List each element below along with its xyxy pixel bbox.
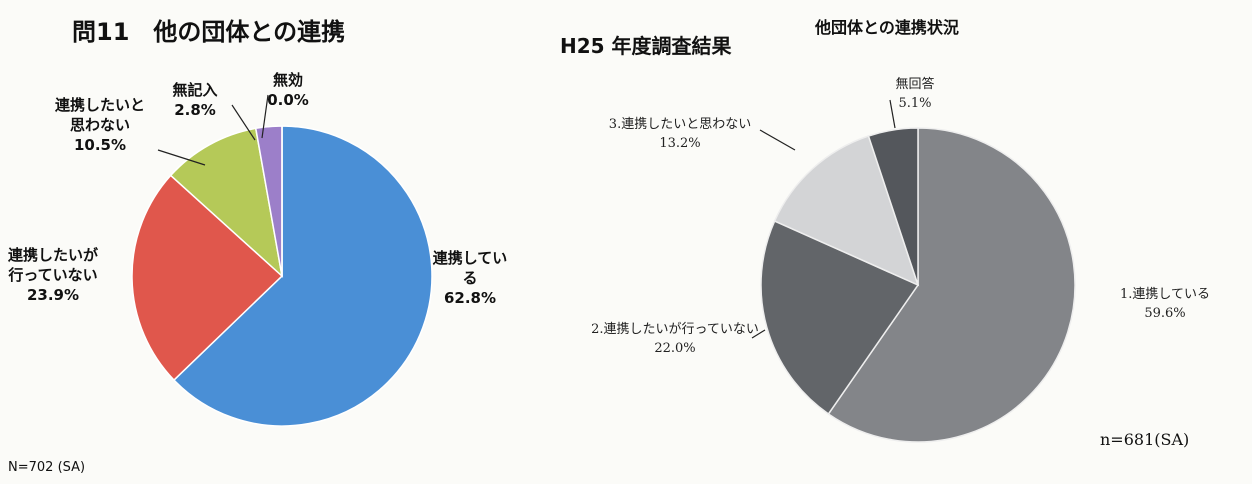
value-label: 2.8% (174, 101, 216, 119)
value-label: 10.5% (73, 136, 127, 154)
value-label: 13.2% (659, 136, 701, 151)
slice-label: 連携したいと思わない 10.5% (50, 95, 150, 155)
leader (157, 149, 206, 166)
leader (751, 329, 766, 339)
category-label: 無回答 (895, 77, 935, 92)
title: H25 年度調査結果 (560, 34, 732, 58)
slice-label: 連携している 62.8% (430, 248, 510, 308)
value-label: 5.1% (898, 96, 932, 111)
leader (261, 94, 269, 139)
leader (231, 104, 256, 141)
category-label: 無効 (272, 71, 303, 89)
category-label: 連携したいが行っていない (8, 246, 99, 284)
note: n=681(SA) (1100, 430, 1190, 449)
value-label: 59.6% (1144, 306, 1186, 321)
category-label: 1.連携している (1119, 287, 1210, 302)
pie-slice (827, 127, 1076, 443)
title: 問11 他の団体との連携 (72, 18, 346, 46)
pie-slice (172, 125, 433, 427)
category-label: 連携している (432, 249, 508, 287)
pie-left (131, 125, 433, 427)
slice-label: 2.連携したいが行っていない 22.0% (590, 320, 760, 358)
subtitle: 他団体との連携状況 (815, 18, 959, 37)
value-label: 0.0% (267, 91, 309, 109)
category-label: 無記入 (172, 81, 218, 99)
slice-label: 3.連携したいと思わない 13.2% (595, 115, 765, 153)
pie-slice (169, 127, 284, 279)
slice-label: 無回答 5.1% (840, 75, 990, 113)
pie-slice (867, 127, 919, 286)
slice-label: 連携したいが行っていない 23.9% (8, 245, 98, 305)
slice-label: 無記入 2.8% (160, 80, 230, 120)
value-label: 23.9% (26, 286, 80, 304)
category-label: 連携したいと思わない (54, 96, 145, 134)
category-label: 3.連携したいと思わない (608, 117, 752, 132)
leader (759, 129, 796, 151)
pie-right (760, 127, 1076, 443)
slice-label: 1.連携している 59.6% (1085, 285, 1245, 323)
pie-slice (131, 174, 284, 382)
slice-label: 無効 0.0% (258, 70, 318, 110)
category-label: 2.連携したいが行っていない (591, 322, 759, 337)
leader (889, 99, 896, 129)
pie-slice (773, 135, 920, 287)
value-label: 62.8% (443, 289, 497, 307)
value-label: 22.0% (654, 341, 696, 356)
pie-slice (760, 220, 920, 416)
note: N=702 (SA) (8, 460, 86, 475)
leaders (157, 94, 896, 339)
